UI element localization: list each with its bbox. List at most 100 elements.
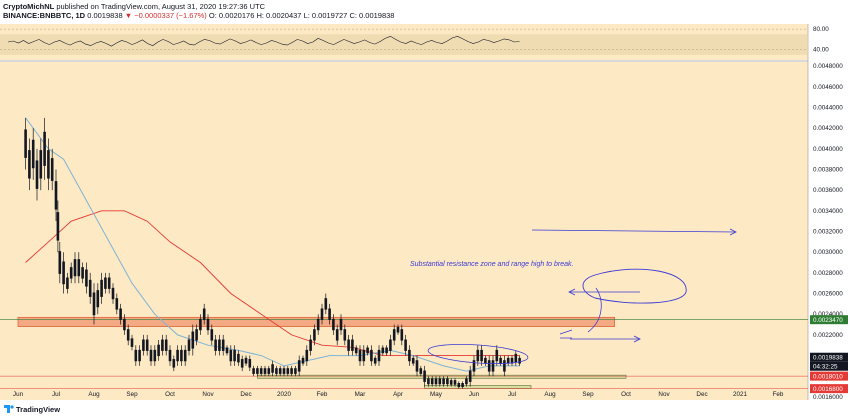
candle-body [39,150,43,179]
candle-body [73,259,77,277]
time-tick-label: Sep [126,391,138,398]
time-tick-label: Sep [582,391,594,398]
price-tick-label: 0.0038000 [813,166,843,173]
candle-body [100,279,103,297]
price-tick-label: 0.0046000 [813,84,843,91]
price-tag-text: 0.0016800 [813,386,843,393]
candle-body [164,339,168,351]
zone-support [257,374,627,379]
candle-body [339,318,343,331]
ma-blue-line [25,117,520,372]
price-tag [810,361,848,371]
price-tag-text: 0.0023470 [813,317,843,324]
author-name[interactable]: CryptoMichNL [3,2,55,11]
candle-body [88,279,92,297]
price-tick-label: 0.0028000 [813,270,843,277]
tradingview-brand[interactable]: TradingView [16,405,61,414]
candle-body [335,329,339,341]
candle-body [282,368,286,374]
time-tick-label: Feb [317,391,328,398]
candle-body [263,368,267,374]
candle-body [142,339,145,351]
candle-body [31,139,35,169]
price-tick-label: 0.0030000 [813,249,843,256]
price-change: ▼ −0.0000337 (−1.67%) [124,11,207,20]
moving-averages [25,117,520,372]
candle-body [343,329,347,341]
candle-body [430,378,434,385]
price-tick-label: 0.0042000 [813,125,843,132]
rsi-tick-label: 80.00 [813,26,829,33]
time-tick-label: Nov [658,391,670,398]
time-tick-label: Jul [508,391,516,398]
candle-body [301,357,305,364]
price-panel-bg [0,62,808,400]
price-tags-layer: 0.0023470 0.0019838 04:32:25 0.0018010 0.001… [810,315,848,394]
candle-body [503,360,506,372]
candle-body [62,261,65,285]
candle-body [514,353,518,363]
candle-body [206,318,210,331]
candle-body [408,349,411,362]
candle-body [54,181,58,210]
candle-body [130,338,134,347]
target-arrowhead [729,228,737,236]
candles-layer [24,117,521,389]
price-tick-label: 0.0036000 [813,187,843,194]
time-tick-label: Nov [202,391,214,398]
zone-lower [424,385,532,389]
price-tick-label: 0.0022000 [813,332,843,339]
candle-body [465,378,468,385]
candle-body [499,357,502,364]
candle-body [199,318,202,331]
candle-body [123,318,126,331]
time-tick-label: Dec [240,391,251,398]
tradingview-logo-icon [4,405,14,413]
candle-body [81,267,84,279]
candle-body [187,339,191,351]
candle-body [373,357,377,364]
candle-body [362,349,366,362]
candle-body [377,349,381,362]
time-tick-label: Apr [393,391,403,398]
resistance-annotation: Substantial resistance zone and range hi… [410,261,573,268]
candle-body [47,150,50,179]
time-tick-label: Oct [621,391,631,398]
candle-body [427,378,430,385]
price-tag [810,371,848,381]
candle-body [400,329,404,341]
candle-body [35,160,39,189]
price-tag-text: 0.0018010 [813,373,843,380]
rsi-band [0,34,808,55]
time-tick-label: Jul [52,391,60,398]
price-tag-text: 04:32:25 [813,363,838,370]
candle-body [69,267,73,279]
candle-body [506,357,510,364]
candle-body [472,360,476,372]
candle-body [149,349,153,362]
candle-body [495,349,499,362]
candle-body [96,290,100,308]
candle-body [404,339,407,351]
candle-body [233,349,236,362]
candle-body [332,318,335,331]
candle-body [66,277,69,289]
candle-body [309,339,312,351]
candle-body [252,368,255,374]
candle-body [183,349,187,362]
candle-body [161,339,164,351]
candle-body [259,368,263,374]
candle-body [366,347,369,354]
candle-body [411,357,415,364]
candle-body [290,368,293,374]
candle-body [145,339,149,351]
target-arrow-line [531,229,736,233]
price-tick-label: 0.0048000 [813,63,843,70]
time-tick-label: Dec [696,391,707,398]
candle-body [214,339,217,351]
candle-body [119,308,122,320]
candle-body [138,349,141,362]
ma-red-line [25,210,520,357]
candle-body [168,349,172,362]
